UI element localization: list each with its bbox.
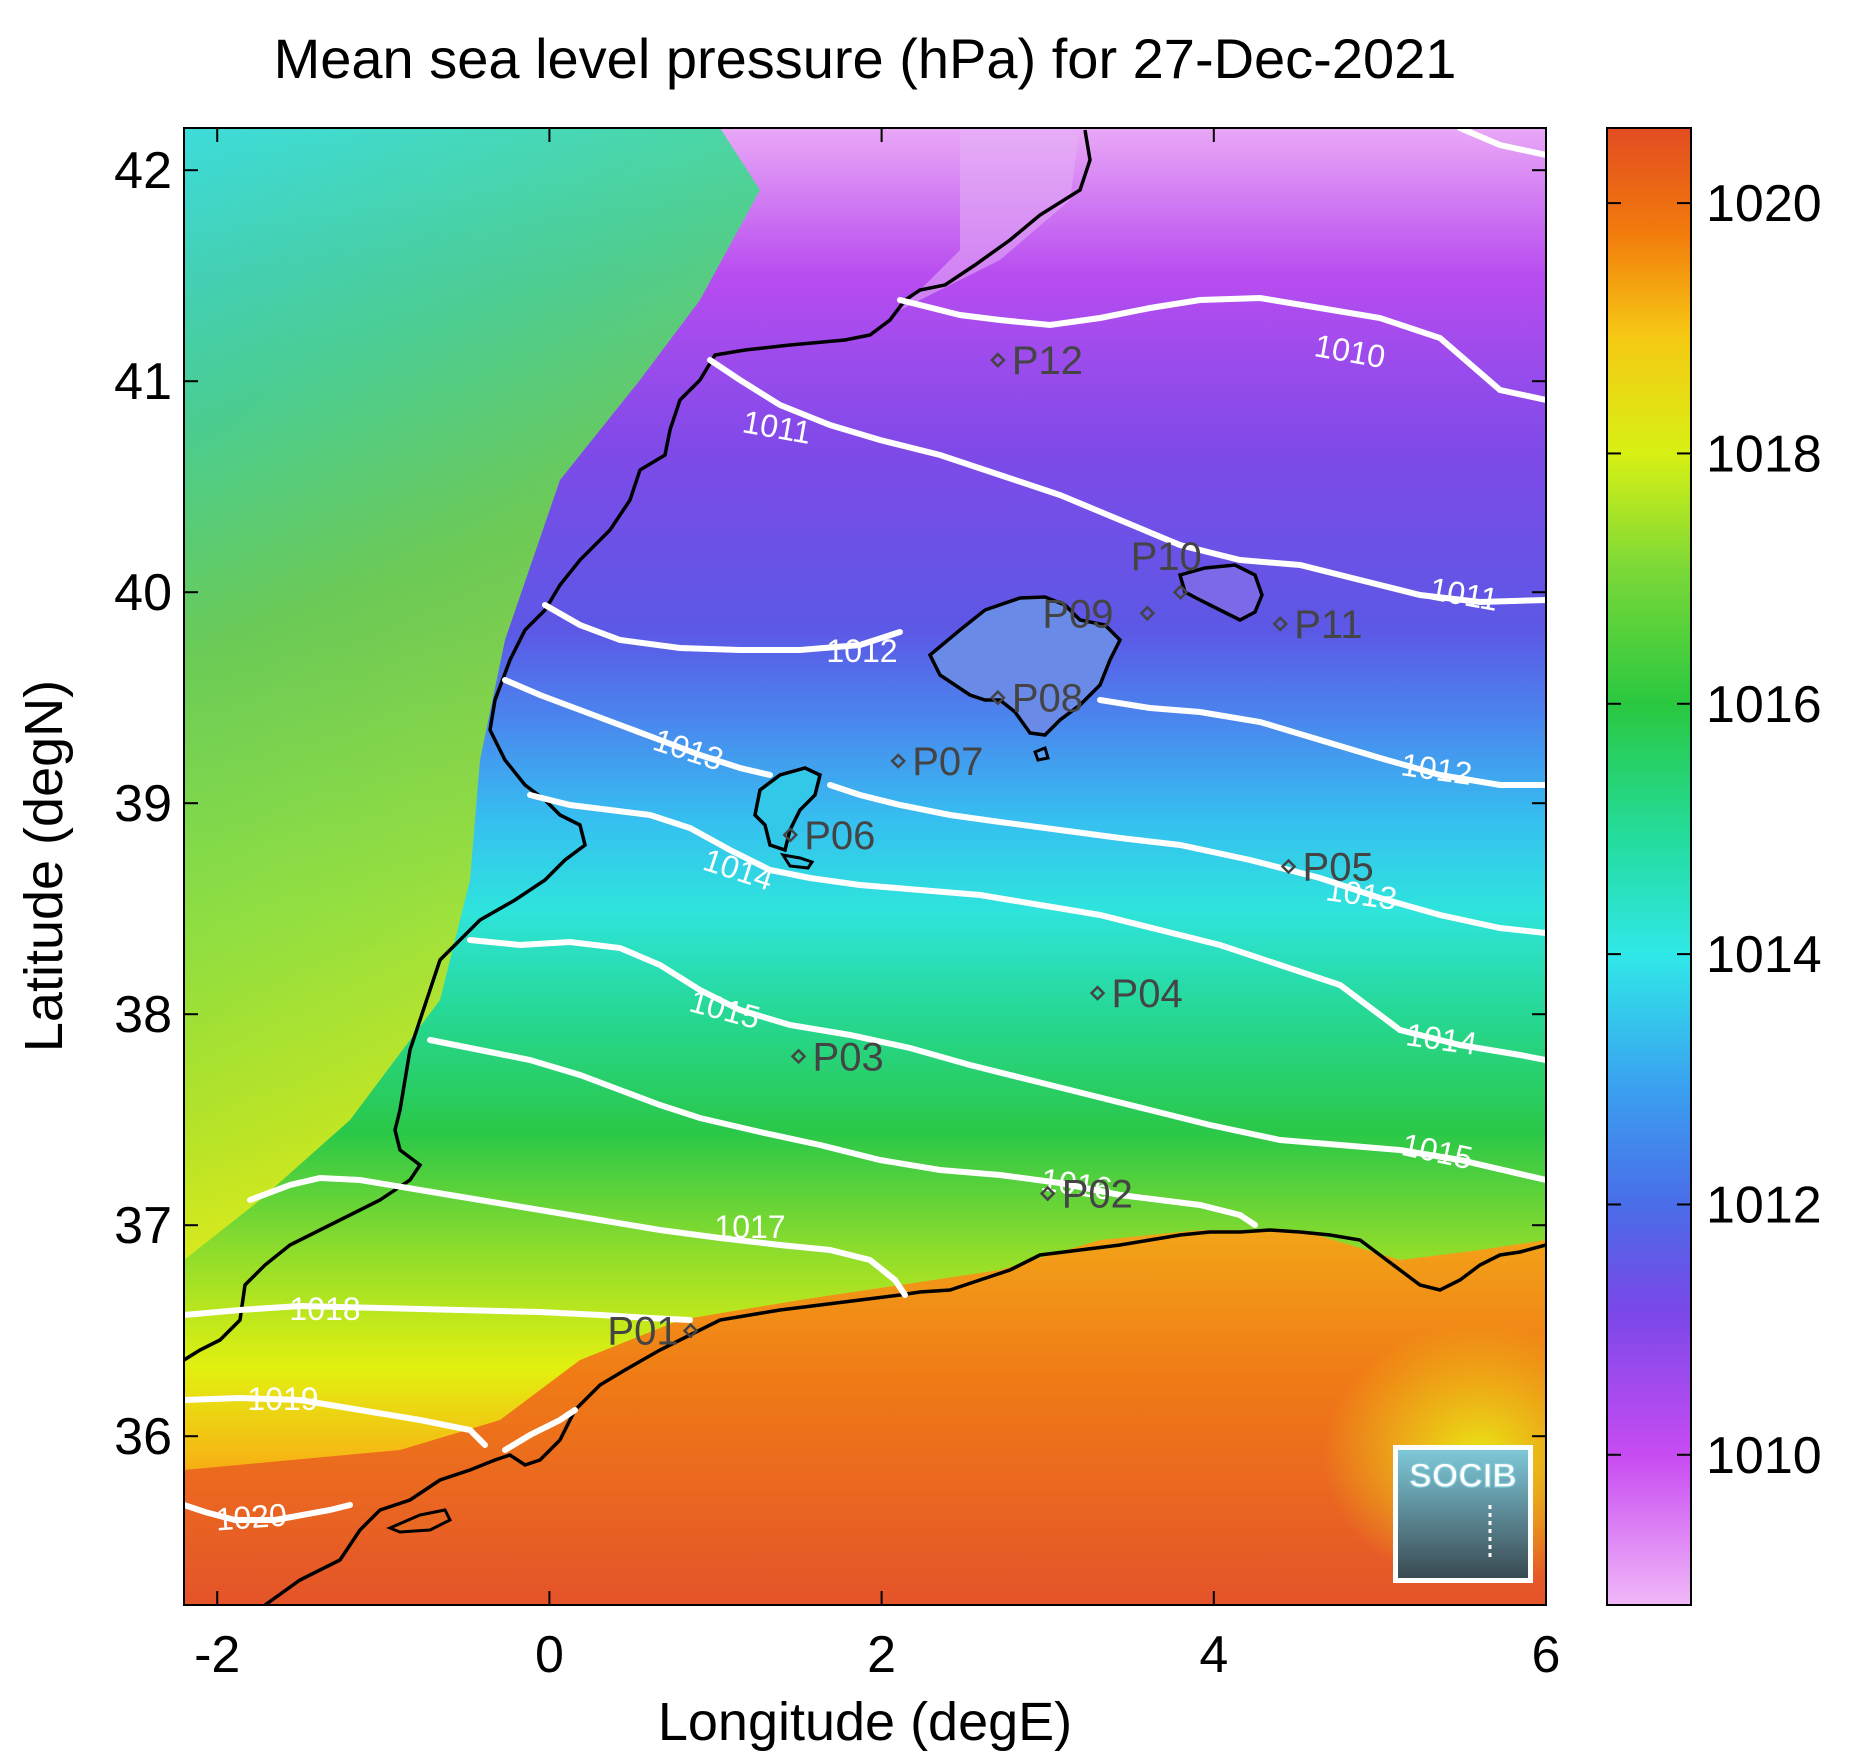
contour-1019 [184,1394,578,1453]
station-label: P11 [1294,603,1362,647]
station-marker [1139,605,1156,622]
contour-1014 [527,792,1546,1063]
map-plot-area: 1010 1011 1011 1012 1012 1013 1013 1014 … [184,128,1546,1605]
x-axis-label: Longitude (degE) [658,1692,1072,1752]
contour-label-1020: 1020 [214,1497,288,1538]
station-label: P10 [1131,535,1202,579]
x-tick-label: 0 [535,1626,564,1684]
contour-1015 [467,937,1546,1183]
station-label: P09 [1042,592,1113,636]
colorbar [1606,127,1692,1606]
y-tick-label: 40 [114,564,172,622]
contour-1018 [184,1302,693,1323]
station-label: P08 [1012,677,1083,721]
contour-lines [184,128,1546,1523]
y-axis-ticks: 36 37 38 39 40 41 42 [114,142,1546,1466]
y-tick-label: 39 [114,775,172,833]
socib-logo: SOCIB [1393,1445,1533,1583]
station-marker [1172,584,1189,600]
station-label: P05 [1303,846,1374,890]
station-marker [1039,1185,1056,1202]
y-tick-label: 36 [114,1408,172,1466]
station-label: P04 [1112,972,1183,1016]
station-marker [782,827,799,843]
station-label: P02 [1062,1173,1133,1217]
station-marker [1280,858,1297,875]
station-label: P07 [912,740,983,784]
small-island [386,1508,453,1534]
station-marker [1089,985,1106,1001]
chart-title: Mean sea level pressure (hPa) for 27-Dec… [274,27,1457,90]
station-marker [890,753,906,769]
africa-coastline [263,1228,1546,1605]
colorbar-tick-label: 1012 [1706,1176,1822,1234]
iberia-land-field [184,128,760,1260]
mallorca-island [927,595,1123,737]
colorbar-tick-label: 1018 [1706,425,1822,483]
contour-1016 [427,1037,1258,1228]
contour-1011 [707,357,1546,606]
station-label: P03 [813,1035,884,1079]
contour-label-1017: 1017 [714,1209,785,1245]
station-marker [682,1322,699,1339]
contour-label-1018: 1018 [289,1291,360,1327]
colorbar-tick-label: 1010 [1706,1427,1822,1485]
y-tick-label: 42 [114,142,172,200]
x-tick-label: 2 [867,1626,896,1684]
station-marker [1272,616,1289,632]
colorbar-tick-label: 1020 [1706,175,1822,233]
x-axis-ticks: -2 0 2 4 6 [194,128,1560,1684]
iberia-coastline [184,129,1092,1362]
contour-1012b [1097,697,1546,788]
station-marker [990,689,1006,706]
plot-frame [183,127,1547,1606]
station-marker [790,1048,807,1065]
y-tick-label: 38 [114,986,172,1044]
station-marker [990,352,1006,368]
colorbar-tick-label: 1016 [1706,676,1822,734]
contour-1010 [897,294,1546,403]
contour-1009 [1457,128,1546,158]
contour-label-1019: 1019 [247,1381,318,1417]
ibiza-island [753,766,823,853]
contour-1013 [502,677,1546,936]
station-label: P12 [1012,339,1083,383]
socib-logo-text: SOCIB [1409,1457,1517,1495]
menorca-island [1177,563,1264,622]
ne-land-field [900,128,1080,310]
station-points: P01 P02 P03 P04 P05 P06 P07 P08 P09 P10 P11 P12 [607,339,1373,1354]
x-tick-label: 6 [1532,1626,1561,1684]
station-label: P06 [804,814,875,858]
contour-label-1012a: 1012 [826,633,897,669]
contour-1017 [247,1174,908,1298]
x-tick-label: 4 [1199,1626,1228,1684]
colorbar-ticks: 1010 1012 1014 1016 1018 1020 [1607,175,1822,1485]
y-tick-label: 37 [114,1197,172,1255]
y-tick-label: 41 [114,353,172,411]
colorbar-tick-label: 1014 [1706,926,1822,984]
x-tick-label: -2 [194,1626,240,1684]
contour-1020 [184,1502,353,1523]
cabrera-island [1033,745,1050,762]
formentera-island [779,852,815,870]
y-axis-label: Latitude (degN) [14,680,74,1052]
station-label: P01 [607,1310,678,1354]
contour-1012a [542,602,903,653]
